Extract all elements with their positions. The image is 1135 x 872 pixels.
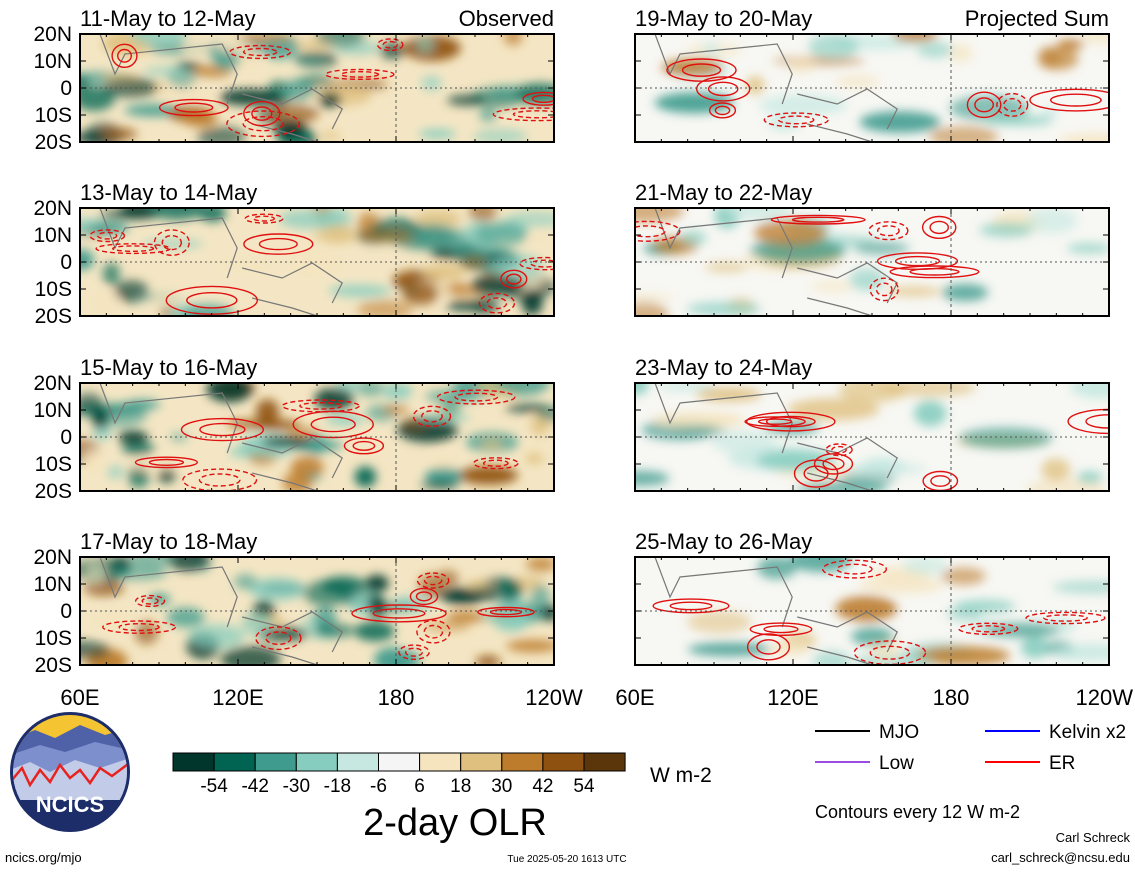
- map-panel: 25-May to 26-May: [634, 529, 1110, 666]
- latitude-tick-label: 0: [60, 426, 72, 449]
- latitude-tick-label: 0: [60, 251, 72, 274]
- latitude-tick-label: 10S: [35, 453, 72, 476]
- latitude-tick-label: 20N: [33, 197, 72, 220]
- colorbar-label: -42: [241, 776, 268, 797]
- panel-title: 19-May to 20-May: [635, 6, 812, 31]
- colorbar-swatch: [378, 752, 421, 772]
- legend-label: Low: [879, 753, 914, 774]
- panel-title: 13-May to 14-May: [80, 180, 257, 205]
- latitude-tick-label: 20S: [35, 131, 72, 154]
- colorbar-label: -54: [200, 776, 228, 797]
- longitude-tick-label: 120E: [767, 685, 818, 710]
- colorbar-units: W m-2: [650, 764, 712, 787]
- colorbar-label: -18: [324, 776, 351, 797]
- latitude-tick-label: 20N: [33, 372, 72, 395]
- colorbar-swatch: [213, 752, 256, 772]
- panels-group: 11-May to 12-May Observed 19-May to 20-May…: [79, 6, 1110, 666]
- legend-label: MJO: [879, 722, 919, 743]
- colorbar-swatch: [419, 752, 462, 772]
- longitude-tick-label: 120W: [1076, 685, 1134, 710]
- latitude-tick-label: 20S: [35, 654, 72, 677]
- footer-timestamp: Tue 2025-05-20 1613 UTC: [507, 854, 626, 865]
- logo-text: NCICS: [36, 792, 104, 817]
- longitude-tick-label: 120E: [212, 685, 263, 710]
- latitude-tick-label: 20S: [35, 305, 72, 328]
- panel-title: 17-May to 18-May: [80, 529, 257, 554]
- panel-title: 11-May to 12-May: [80, 6, 256, 31]
- footer-author: Carl Schreck: [1056, 830, 1131, 845]
- legend-label: ER: [1049, 753, 1075, 774]
- panel-title: 21-May to 22-May: [635, 180, 812, 205]
- colorbar-label: -6: [370, 776, 387, 797]
- panel-title: 15-May to 16-May: [80, 355, 257, 380]
- map-panel: 23-May to 24-May: [634, 355, 1110, 492]
- chart-title: 2-day OLR: [363, 802, 547, 844]
- contour-note: Contours every 12 W m-2: [815, 802, 1020, 822]
- colorbar-swatch: [501, 752, 544, 772]
- latitude-tick-label: 10N: [33, 573, 72, 596]
- colorbar-label: 30: [491, 776, 512, 797]
- latitude-tick-label: 10N: [33, 50, 72, 73]
- latitude-tick-label: 10N: [33, 399, 72, 422]
- colorbar-swatch: [295, 752, 338, 772]
- column-label: Observed: [459, 6, 554, 31]
- map-panel: 13-May to 14-May: [79, 180, 555, 317]
- latitude-tick-label: 10S: [35, 104, 72, 127]
- longitude-tick-label: 180: [933, 685, 970, 710]
- ncics-logo: NCICS: [10, 712, 130, 832]
- panel-title: 23-May to 24-May: [635, 355, 812, 380]
- latitude-tick-label: 0: [60, 600, 72, 623]
- column-label: Projected Sum: [965, 6, 1109, 31]
- map-panel: 17-May to 18-May: [79, 529, 555, 666]
- colorbar-swatch: [172, 752, 215, 772]
- colorbar-swatch: [336, 752, 379, 772]
- legend: MJO Kelvin x2 Low ER: [815, 722, 1126, 774]
- latitude-tick-label: 0: [60, 77, 72, 100]
- footer-url: ncics.org/mjo: [5, 850, 82, 865]
- longitude-tick-label: 60E: [60, 685, 99, 710]
- map-panel: 19-May to 20-May Projected Sum: [634, 6, 1110, 143]
- longitude-tick-label: 120W: [525, 685, 583, 710]
- longitude-tick-label: 60E: [615, 685, 654, 710]
- map-panel: 15-May to 16-May: [79, 355, 555, 492]
- colorbar-swatch: [460, 752, 503, 772]
- colorbar-label: 42: [532, 776, 553, 797]
- colorbar-label: 18: [450, 776, 471, 797]
- latitude-tick-label: 20N: [33, 23, 72, 46]
- latitude-tick-label: 20S: [35, 480, 72, 503]
- latitude-tick-label: 20N: [33, 546, 72, 569]
- colorbar-label: 54: [573, 776, 595, 797]
- colorbar-swatch: [583, 752, 626, 772]
- longitude-tick-label: 180: [378, 685, 415, 710]
- latitude-tick-label: 10S: [35, 627, 72, 650]
- colorbar-label: -30: [283, 776, 310, 797]
- colorbar-swatch: [254, 752, 297, 772]
- map-panel: 21-May to 22-May: [634, 180, 1110, 317]
- latitude-tick-label: 10S: [35, 278, 72, 301]
- colorbar-label: 6: [414, 776, 425, 797]
- latitude-tick-label: 10N: [33, 224, 72, 247]
- panel-title: 25-May to 26-May: [635, 529, 812, 554]
- colorbar-swatch: [542, 752, 585, 772]
- axis-labels-group: 20N 10N 0 10S 20S 20N 10N 0 10S 20S 20N 10N 0 10S 20S 2…: [33, 23, 1133, 710]
- footer-email: carl_schreck@ncsu.edu: [991, 850, 1130, 865]
- legend-label: Kelvin x2: [1049, 722, 1126, 743]
- map-panel: 11-May to 12-May Observed: [79, 6, 555, 143]
- colorbar: -54 -42 -30 -18 -6 6 18 30 42 54: [172, 752, 626, 797]
